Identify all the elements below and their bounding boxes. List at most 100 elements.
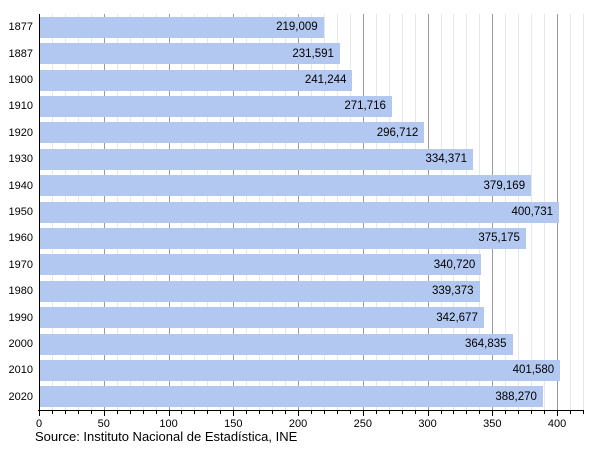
- bar: 231,591: [40, 43, 340, 65]
- x-axis-tick: [103, 411, 105, 416]
- x-axis-tick: [453, 411, 455, 414]
- y-axis-label: 1900: [8, 73, 33, 86]
- x-axis-tick: [544, 411, 546, 414]
- x-axis-tick-label: 0: [35, 418, 43, 430]
- bar: 388,270: [40, 386, 543, 408]
- bar: 296,712: [40, 122, 425, 144]
- y-axis-line: [39, 14, 40, 410]
- bar-value-label: 339,373: [431, 285, 474, 298]
- y-axis-label: 2000: [8, 337, 33, 350]
- y-axis-label: 1910: [8, 100, 33, 113]
- bar: 339,373: [40, 280, 480, 302]
- x-axis-tick: [233, 411, 235, 416]
- x-axis-tick: [39, 411, 40, 416]
- x-axis-tick: [311, 411, 312, 414]
- x-axis-tick-label: 200: [288, 418, 308, 430]
- x-axis-tick: [557, 411, 559, 416]
- bar-value-label: 231,591: [292, 47, 334, 60]
- grid-line-minor: [570, 14, 572, 410]
- bar-value-label: 241,244: [304, 74, 347, 86]
- x-axis-tick-label: 50: [97, 418, 110, 430]
- x-axis-tick: [401, 411, 403, 414]
- x-axis-tick: [168, 411, 170, 416]
- y-axis-label: 1930: [8, 153, 33, 166]
- bar-value-label: 379,169: [483, 179, 526, 192]
- bar-value-label: 401,580: [512, 364, 555, 377]
- y-axis-label: 1960: [8, 232, 33, 245]
- y-axis-label: 1990: [8, 311, 33, 324]
- bar: 401,580: [40, 359, 561, 381]
- x-axis-tick: [570, 411, 572, 414]
- bar: 271,716: [40, 95, 392, 117]
- bar: 364,835: [40, 333, 513, 355]
- x-axis-tick: [518, 411, 520, 414]
- x-axis-tick: [207, 411, 209, 414]
- x-axis-tick-label: 400: [547, 418, 567, 430]
- x-axis-tick: [362, 411, 364, 416]
- x-axis-tick: [77, 411, 79, 414]
- x-axis-tick: [272, 411, 274, 414]
- bar-value-label: 375,175: [478, 232, 520, 245]
- x-axis-tick: [336, 411, 338, 414]
- bar: 219,009: [40, 16, 324, 38]
- bar-value-label: 388,270: [495, 390, 537, 403]
- x-axis-tick: [155, 411, 157, 414]
- x-axis-tick: [298, 411, 300, 416]
- x-axis-tick: [51, 411, 53, 414]
- y-axis-label: 1887: [8, 47, 33, 60]
- x-axis-tick: [194, 411, 196, 414]
- x-axis-tick: [375, 411, 377, 414]
- x-axis-tick: [492, 411, 494, 416]
- x-axis-tick: [129, 411, 131, 414]
- x-axis-tick: [531, 411, 533, 414]
- bar: 241,244: [40, 69, 353, 91]
- x-axis-tick: [116, 411, 118, 414]
- y-axis-label: 1920: [8, 126, 33, 139]
- y-axis-label: 2020: [8, 390, 33, 403]
- x-axis-tick: [466, 411, 468, 414]
- x-axis-tick: [414, 411, 416, 414]
- x-axis-tick: [323, 411, 325, 414]
- y-axis-label: 2010: [8, 364, 33, 377]
- x-axis-tick: [583, 411, 584, 414]
- x-axis-tick-label: 100: [159, 418, 178, 430]
- y-axis-label: 1940: [8, 179, 33, 192]
- bar-value-label: 271,716: [344, 100, 386, 113]
- x-axis-tick-label: 250: [353, 418, 372, 430]
- x-axis-tick: [220, 411, 222, 414]
- y-axis-label: 1950: [8, 205, 33, 218]
- x-axis-tick: [388, 411, 390, 414]
- bar-value-label: 364,835: [464, 338, 507, 350]
- bar-value-label: 340,720: [433, 258, 476, 271]
- x-axis-tick: [90, 411, 92, 414]
- x-axis-tick: [246, 411, 248, 414]
- y-axis-label: 1970: [8, 258, 33, 271]
- bar-value-label: 296,712: [376, 126, 419, 139]
- y-axis-label: 1877: [8, 21, 33, 34]
- x-axis-tick: [181, 411, 183, 414]
- bar: 340,720: [40, 254, 482, 276]
- x-axis-tick: [349, 411, 351, 414]
- x-axis-tick: [285, 411, 287, 414]
- y-axis-label: 1980: [8, 285, 33, 298]
- x-axis-tick-label: 150: [224, 418, 243, 430]
- bar-value-label: 400,731: [511, 206, 554, 218]
- bar-value-label: 334,371: [425, 153, 468, 166]
- x-axis-tick: [440, 411, 442, 414]
- x-axis-line: [38, 410, 584, 411]
- x-axis-tick-label: 350: [483, 418, 502, 430]
- bar-value-label: 219,009: [276, 21, 318, 34]
- bar: 342,677: [40, 307, 484, 329]
- bar: 400,731: [40, 201, 560, 223]
- grid-line-minor: [583, 14, 584, 410]
- x-axis-tick: [479, 411, 481, 414]
- bar: 379,169: [40, 175, 532, 197]
- bar-value-label: 342,677: [436, 311, 478, 324]
- x-axis-tick-label: 300: [418, 418, 437, 430]
- x-axis-tick: [259, 411, 261, 414]
- source-note: Source: Instituto Nacional de Estadístic…: [35, 429, 298, 444]
- x-axis-tick: [64, 411, 66, 414]
- bar: 375,175: [40, 227, 526, 249]
- x-axis-tick: [505, 411, 507, 414]
